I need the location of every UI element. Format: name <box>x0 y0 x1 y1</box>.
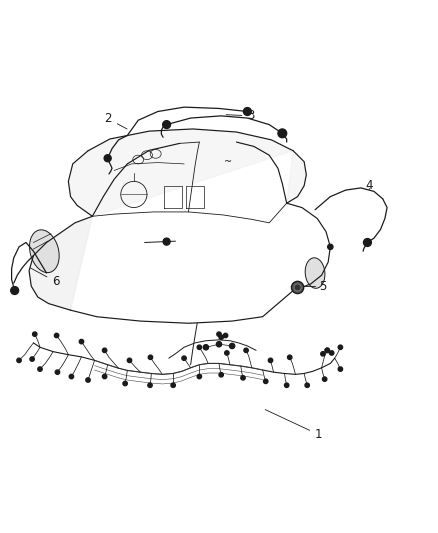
Text: 4: 4 <box>365 179 373 192</box>
Circle shape <box>223 333 228 338</box>
Circle shape <box>338 367 343 372</box>
Text: 6: 6 <box>30 268 60 288</box>
Circle shape <box>148 383 152 387</box>
Polygon shape <box>68 129 306 216</box>
Circle shape <box>219 373 223 377</box>
Circle shape <box>69 374 74 379</box>
Circle shape <box>329 351 334 355</box>
Text: 1: 1 <box>265 409 322 441</box>
Circle shape <box>225 351 229 355</box>
Circle shape <box>30 357 34 361</box>
Circle shape <box>38 367 42 372</box>
Circle shape <box>54 333 59 338</box>
Circle shape <box>86 378 90 382</box>
Circle shape <box>291 281 304 294</box>
Circle shape <box>244 108 251 116</box>
Circle shape <box>219 335 223 340</box>
Circle shape <box>32 332 37 336</box>
Circle shape <box>278 129 287 138</box>
Circle shape <box>104 155 111 161</box>
Text: 3: 3 <box>226 109 255 123</box>
Circle shape <box>322 377 327 381</box>
Circle shape <box>163 238 170 245</box>
Circle shape <box>216 342 222 347</box>
Circle shape <box>182 356 186 360</box>
Text: 5: 5 <box>319 280 327 293</box>
Text: ~: ~ <box>224 157 232 167</box>
Text: 2: 2 <box>105 112 127 129</box>
Circle shape <box>288 355 292 359</box>
Circle shape <box>162 120 170 128</box>
Circle shape <box>123 381 127 386</box>
Circle shape <box>264 379 268 384</box>
Circle shape <box>102 374 107 379</box>
Circle shape <box>197 345 201 350</box>
Circle shape <box>364 239 371 246</box>
Circle shape <box>102 348 107 352</box>
Circle shape <box>217 332 221 336</box>
Circle shape <box>241 376 245 380</box>
Circle shape <box>325 348 329 352</box>
Circle shape <box>328 244 333 249</box>
Circle shape <box>285 383 289 387</box>
Circle shape <box>321 352 325 356</box>
Circle shape <box>171 383 175 387</box>
Ellipse shape <box>29 230 59 272</box>
Polygon shape <box>29 216 92 310</box>
Circle shape <box>127 358 132 362</box>
Circle shape <box>148 355 152 359</box>
Circle shape <box>268 358 273 362</box>
Circle shape <box>305 383 309 387</box>
Circle shape <box>197 374 201 379</box>
Circle shape <box>11 287 18 294</box>
Circle shape <box>79 340 84 344</box>
Circle shape <box>55 370 60 374</box>
Circle shape <box>338 345 343 350</box>
Circle shape <box>325 348 329 352</box>
Circle shape <box>230 343 235 349</box>
Circle shape <box>244 348 248 352</box>
Circle shape <box>17 358 21 362</box>
Ellipse shape <box>305 258 325 288</box>
Circle shape <box>203 345 208 350</box>
Circle shape <box>294 284 301 291</box>
